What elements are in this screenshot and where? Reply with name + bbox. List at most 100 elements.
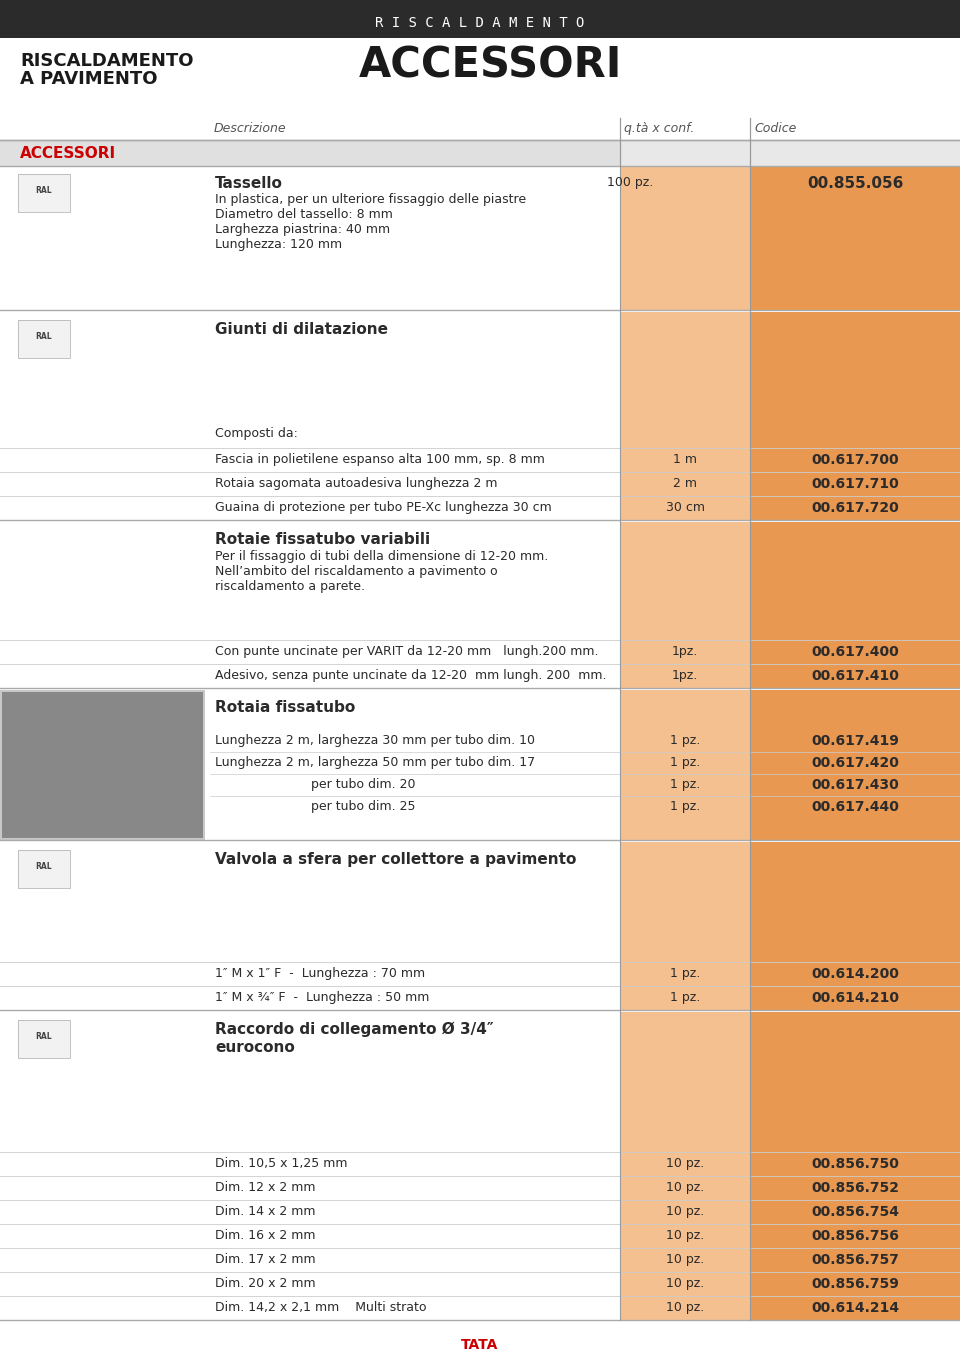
Bar bbox=[620, 1200, 750, 1223]
Bar bbox=[0, 1248, 620, 1273]
Text: R I S C A L D A M E N T O: R I S C A L D A M E N T O bbox=[375, 16, 585, 30]
Bar bbox=[0, 1296, 620, 1321]
Text: 1 pz.: 1 pz. bbox=[670, 800, 700, 813]
Text: TATA: TATA bbox=[462, 1338, 498, 1352]
Text: ACCESSORI: ACCESSORI bbox=[20, 146, 116, 161]
Bar bbox=[620, 752, 750, 774]
Bar bbox=[620, 139, 750, 165]
Bar bbox=[0, 690, 205, 839]
Text: 10 pz.: 10 pz. bbox=[666, 1181, 704, 1193]
Bar bbox=[750, 796, 960, 817]
Bar bbox=[620, 664, 750, 688]
Bar bbox=[750, 774, 960, 796]
Text: 00.617.710: 00.617.710 bbox=[811, 477, 899, 491]
Text: 1 pz.: 1 pz. bbox=[670, 734, 700, 746]
Text: 00.856.756: 00.856.756 bbox=[811, 1229, 899, 1243]
Text: 00.617.700: 00.617.700 bbox=[811, 452, 899, 468]
Text: 30 cm: 30 cm bbox=[665, 500, 705, 514]
Bar bbox=[750, 1200, 960, 1223]
Text: Guaina di protezione per tubo PE-Xc lunghezza 30 cm: Guaina di protezione per tubo PE-Xc lung… bbox=[215, 500, 552, 514]
Text: RAL: RAL bbox=[36, 1032, 52, 1042]
Text: 00.856.752: 00.856.752 bbox=[811, 1181, 899, 1195]
Text: Rotaia sagomata autoadesiva lunghezza 2 m: Rotaia sagomata autoadesiva lunghezza 2 … bbox=[215, 477, 497, 489]
Text: 10 pz.: 10 pz. bbox=[666, 1229, 704, 1243]
Text: Rotaie fissatubo variabili: Rotaie fissatubo variabili bbox=[215, 532, 430, 547]
Bar bbox=[0, 1273, 620, 1296]
Bar bbox=[620, 448, 750, 472]
Bar bbox=[0, 1200, 620, 1223]
Bar bbox=[750, 730, 960, 752]
Bar bbox=[750, 472, 960, 496]
Bar bbox=[750, 690, 960, 839]
Bar bbox=[2, 692, 203, 838]
Text: 00.617.440: 00.617.440 bbox=[811, 800, 899, 813]
Bar bbox=[620, 1273, 750, 1296]
Text: 00.855.056: 00.855.056 bbox=[806, 176, 903, 191]
Text: Larghezza piastrina: 40 mm: Larghezza piastrina: 40 mm bbox=[215, 223, 390, 236]
Bar bbox=[620, 1223, 750, 1248]
Bar bbox=[0, 1152, 620, 1176]
Bar bbox=[620, 165, 750, 310]
Text: q.tà x conf.: q.tà x conf. bbox=[624, 122, 694, 135]
Bar bbox=[620, 730, 750, 752]
Text: Composti da:: Composti da: bbox=[215, 427, 298, 440]
Text: 1pz.: 1pz. bbox=[672, 668, 698, 682]
Bar bbox=[750, 986, 960, 1010]
Bar bbox=[0, 448, 620, 472]
Bar bbox=[750, 1152, 960, 1176]
Bar bbox=[18, 320, 70, 358]
Bar bbox=[18, 174, 70, 212]
Text: 00.856.754: 00.856.754 bbox=[811, 1204, 899, 1219]
Text: 00.617.400: 00.617.400 bbox=[811, 645, 899, 659]
Text: 00.617.430: 00.617.430 bbox=[811, 778, 899, 791]
Text: 00.856.750: 00.856.750 bbox=[811, 1156, 899, 1172]
Bar bbox=[750, 165, 960, 310]
Bar bbox=[620, 842, 750, 1010]
Text: 00.617.419: 00.617.419 bbox=[811, 734, 899, 748]
Text: 00.614.200: 00.614.200 bbox=[811, 966, 899, 982]
Bar bbox=[0, 496, 620, 519]
Bar bbox=[620, 522, 750, 688]
Bar bbox=[620, 1012, 750, 1321]
Text: 10 pz.: 10 pz. bbox=[666, 1301, 704, 1314]
Bar bbox=[620, 1176, 750, 1200]
Text: Dim. 16 x 2 mm: Dim. 16 x 2 mm bbox=[215, 1229, 316, 1243]
Bar bbox=[18, 1020, 70, 1058]
Text: Con punte uncinate per VARIT da 12-20 mm   lungh.200 mm.: Con punte uncinate per VARIT da 12-20 mm… bbox=[215, 645, 598, 658]
Text: RAL: RAL bbox=[36, 186, 52, 195]
Text: 2 m: 2 m bbox=[673, 477, 697, 489]
Text: 00.617.410: 00.617.410 bbox=[811, 668, 899, 684]
Bar bbox=[620, 1248, 750, 1273]
Text: eurocono: eurocono bbox=[215, 1040, 295, 1055]
Text: Fascia in polietilene espanso alta 100 mm, sp. 8 mm: Fascia in polietilene espanso alta 100 m… bbox=[215, 452, 545, 466]
Text: Tassello: Tassello bbox=[215, 176, 283, 191]
Text: Adesivo, senza punte uncinate da 12-20  mm lungh. 200  mm.: Adesivo, senza punte uncinate da 12-20 m… bbox=[215, 668, 607, 682]
Bar bbox=[620, 640, 750, 664]
Text: Dim. 20 x 2 mm: Dim. 20 x 2 mm bbox=[215, 1277, 316, 1290]
Text: A PAVIMENTO: A PAVIMENTO bbox=[20, 70, 157, 87]
Text: ACCESSORI: ACCESSORI bbox=[358, 45, 622, 87]
Bar bbox=[18, 850, 70, 889]
Bar bbox=[0, 1176, 620, 1200]
Bar bbox=[0, 986, 620, 1010]
Text: 10 pz.: 10 pz. bbox=[666, 1156, 704, 1170]
Bar bbox=[750, 139, 960, 165]
Text: RAL: RAL bbox=[36, 863, 52, 871]
Bar bbox=[0, 139, 960, 165]
Text: Diametro del tassello: 8 mm: Diametro del tassello: 8 mm bbox=[215, 208, 393, 221]
Text: 00.856.757: 00.856.757 bbox=[811, 1254, 899, 1267]
Bar bbox=[750, 312, 960, 519]
Bar bbox=[620, 796, 750, 817]
Text: 10 pz.: 10 pz. bbox=[666, 1277, 704, 1290]
Bar bbox=[750, 1223, 960, 1248]
Text: Dim. 14 x 2 mm: Dim. 14 x 2 mm bbox=[215, 1204, 316, 1218]
Bar bbox=[750, 752, 960, 774]
Text: 00.617.720: 00.617.720 bbox=[811, 500, 899, 515]
Text: 1pz.: 1pz. bbox=[672, 645, 698, 658]
Text: 1 pz.: 1 pz. bbox=[670, 991, 700, 1003]
Text: per tubo dim. 20: per tubo dim. 20 bbox=[215, 778, 416, 791]
Text: Lunghezza 2 m, larghezza 50 mm per tubo dim. 17: Lunghezza 2 m, larghezza 50 mm per tubo … bbox=[215, 756, 535, 770]
Text: 10 pz.: 10 pz. bbox=[666, 1254, 704, 1266]
Text: 1 m: 1 m bbox=[673, 452, 697, 466]
Bar bbox=[620, 986, 750, 1010]
